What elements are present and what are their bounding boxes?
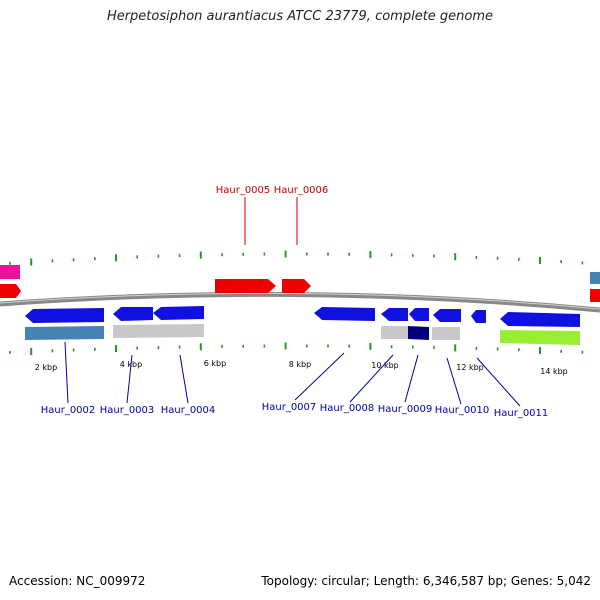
accession-text: Accession: NC_009972 [9,574,146,588]
genome-backbone [0,291,600,313]
top-tick-row [9,250,584,266]
label-haur-0002[interactable]: Haur_0002 [41,405,96,416]
label-haur-0007[interactable]: Haur_0007 [262,402,317,413]
gene-haur-0008[interactable] [381,308,408,321]
kbp-label: 2 kbp [35,363,57,372]
gene-haur-0003[interactable] [113,307,153,321]
gene-haur-0010-tag[interactable] [432,327,460,340]
leader-haur-0009 [404,354,419,403]
gene-haur-0009[interactable] [409,308,429,321]
gene-haur-0003-tag[interactable] [113,324,204,338]
kbp-axis-labels: 2 kbp 4 kbp 6 kbp 8 kbp 10 kbp 12 kbp 14… [35,359,568,376]
gene-edge-magenta[interactable] [0,265,20,279]
bottom-tick-row [9,342,584,356]
forward-genes [0,265,600,302]
gene-small-reverse[interactable] [471,310,486,323]
gene-edge-red-left[interactable] [0,284,21,298]
reverse-gene-labels: Haur_0002 Haur_0003 Haur_0004 Haur_0007 … [41,402,549,419]
leader-haur-0008 [349,354,394,403]
kbp-label: 8 kbp [289,360,311,369]
gene-haur-0008-tag[interactable] [381,326,408,339]
gene-haur-0004[interactable] [153,306,204,320]
gene-haur-0010[interactable] [433,309,461,322]
gene-haur-0007[interactable] [314,307,375,321]
label-haur-0008[interactable]: Haur_0008 [320,403,375,414]
gene-haur-0006[interactable] [282,279,311,293]
leader-haur-0004 [179,354,189,404]
gene-haur-0002-tag[interactable] [25,326,104,340]
leader-haur-0003 [126,354,133,404]
reverse-genes [25,306,580,345]
label-haur-0011[interactable]: Haur_0011 [494,408,549,419]
kbp-label: 14 kbp [540,367,568,376]
kbp-label: 10 kbp [371,361,399,370]
label-haur-0005[interactable]: Haur_0005 [216,185,271,196]
genome-summary-text: Topology: circular; Length: 6,346,587 bp… [261,574,591,588]
forward-leader-lines [244,197,298,245]
label-haur-0010[interactable]: Haur_0010 [435,405,490,416]
gene-haur-0011-tag[interactable] [500,330,580,345]
label-haur-0006[interactable]: Haur_0006 [274,185,329,196]
kbp-label: 12 kbp [456,363,484,372]
gene-haur-0009-tag[interactable] [408,326,429,340]
genome-backbone-highlight [0,292,600,310]
gene-haur-0002[interactable] [25,308,104,323]
label-haur-0004[interactable]: Haur_0004 [161,405,216,416]
leader-haur-0010 [446,357,462,405]
genome-title: Herpetosiphon aurantiacus ATCC 23779, co… [106,9,494,24]
label-haur-0009[interactable]: Haur_0009 [378,404,433,415]
leader-haur-0007 [294,352,345,401]
leader-haur-0011 [476,357,521,407]
forward-gene-labels: Haur_0005 Haur_0006 [216,185,329,196]
reverse-leader-lines [64,341,521,407]
label-haur-0003[interactable]: Haur_0003 [100,405,155,416]
gene-haur-0005[interactable] [215,279,276,293]
gene-haur-0011[interactable] [500,312,580,327]
gene-edge-steelblue-right[interactable] [590,272,600,284]
gene-edge-red-right[interactable] [590,289,600,302]
kbp-label: 6 kbp [204,359,226,368]
leader-haur-0002 [64,341,69,404]
